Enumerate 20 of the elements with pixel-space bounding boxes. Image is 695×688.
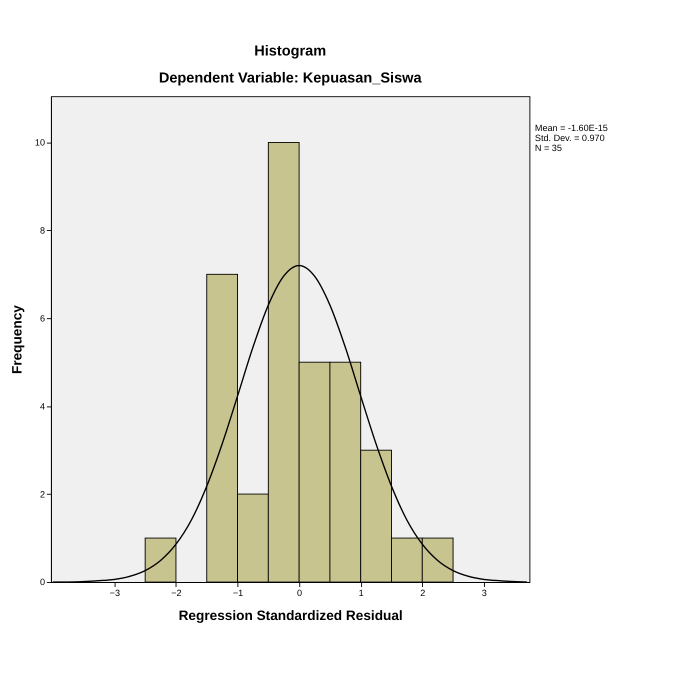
text: Mean = -1.60E-15 [534,122,608,133]
x-tick-label: −2 [171,588,182,598]
chart-title: Histogram [254,43,326,60]
x-tick-label: −1 [232,588,244,598]
y-axis-title: Frequency [9,304,24,374]
y-tick-label: 0 [40,577,46,588]
y-tick-label: 2 [40,489,46,500]
y-tick-label: 8 [40,226,46,236]
y-tick-label: 6 [40,313,46,324]
x-tick-label: 0 [297,588,302,598]
chart-subtitle: Dependent Variable: Kepuasan_Siswa [158,70,422,87]
x-tick-label: −3 [110,588,120,598]
x-tick-label: 1 [358,588,364,598]
text: N = 35 [534,142,562,153]
x-tick-label: 2 [420,588,426,598]
y-tick-label: 10 [34,138,46,148]
y-tick-label: 4 [40,401,46,412]
x-tick-label: 3 [482,588,487,598]
text: Std. Dev. = 0.970 [534,132,605,143]
x-axis-title: Regression Standardized Residual [178,608,403,623]
